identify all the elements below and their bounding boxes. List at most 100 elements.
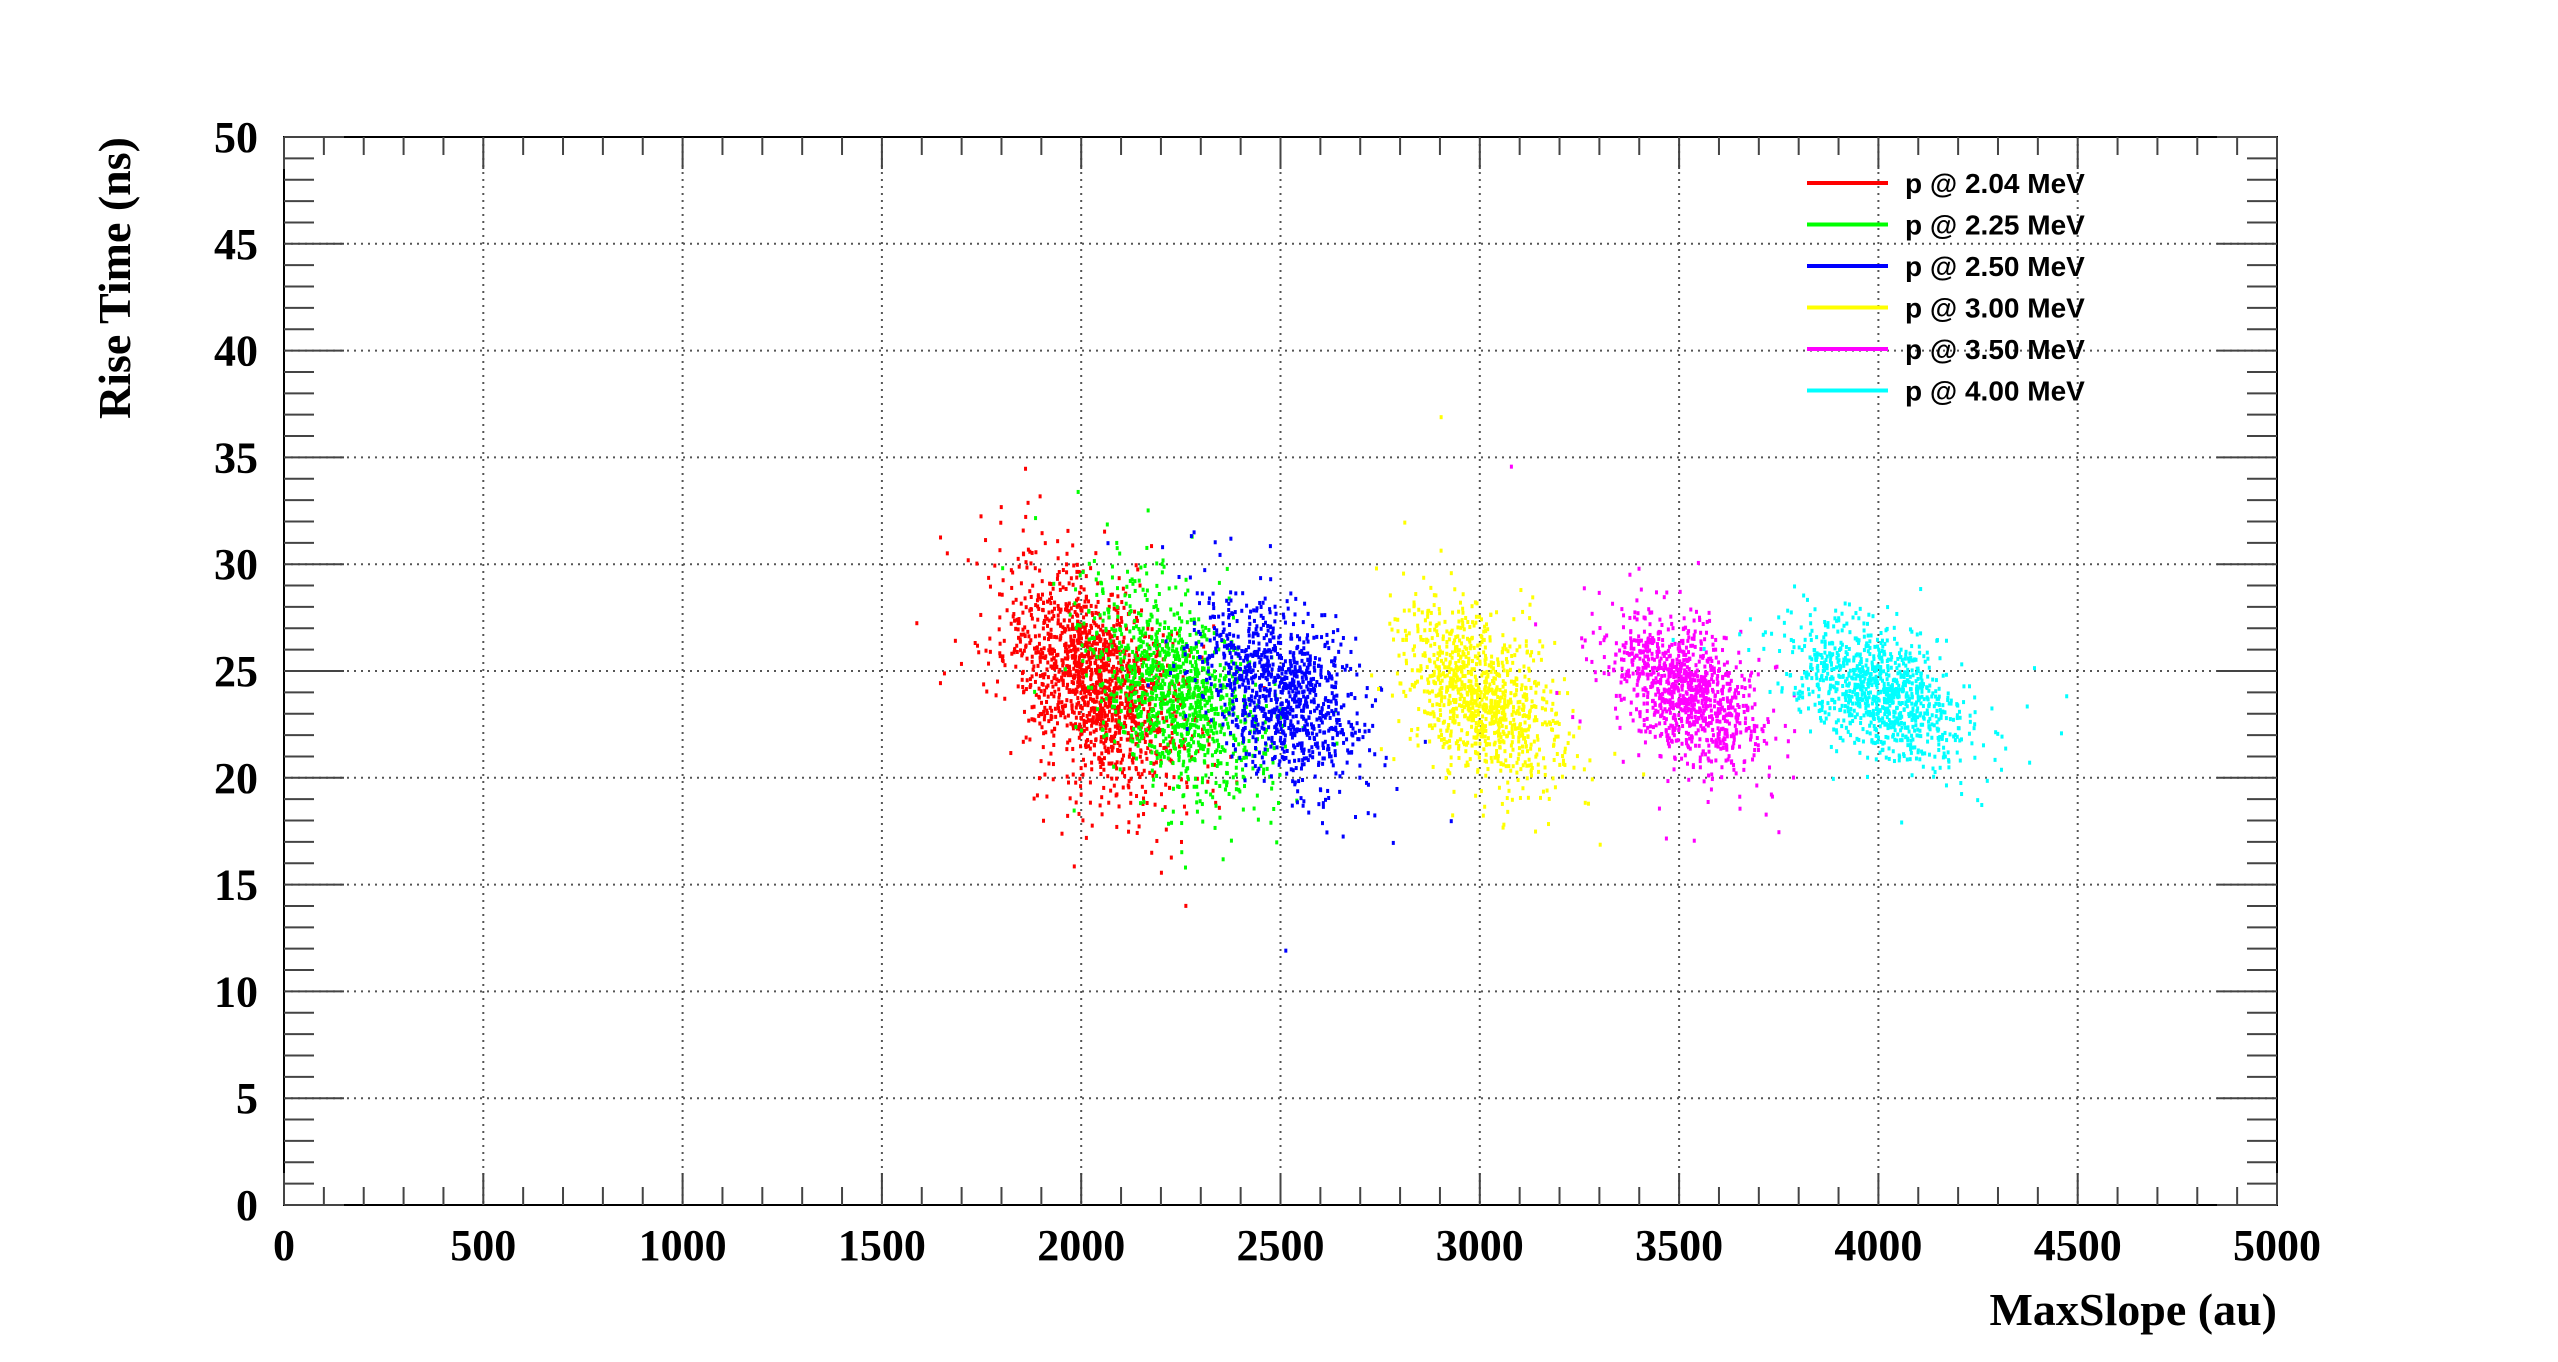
data-point xyxy=(1221,621,1225,626)
data-point xyxy=(1543,707,1547,712)
data-point xyxy=(1322,745,1326,750)
data-point xyxy=(1483,739,1487,744)
data-point xyxy=(1150,614,1154,619)
data-point xyxy=(1311,750,1315,755)
data-point xyxy=(1483,734,1487,739)
data-point xyxy=(1300,741,1304,746)
data-point xyxy=(1100,757,1104,762)
data-point xyxy=(1543,720,1547,725)
data-point xyxy=(1273,619,1277,624)
data-point xyxy=(1059,607,1063,612)
data-point xyxy=(1017,564,1021,569)
data-point xyxy=(1287,759,1291,764)
data-point xyxy=(1194,644,1198,649)
data-point xyxy=(1218,697,1222,702)
data-point xyxy=(1168,740,1172,745)
data-point xyxy=(1034,650,1038,655)
data-point xyxy=(1545,700,1549,705)
data-point xyxy=(1125,673,1129,678)
data-point xyxy=(1257,766,1261,771)
data-point xyxy=(1120,701,1124,706)
data-point xyxy=(1470,672,1474,677)
data-point xyxy=(1165,669,1169,674)
data-point xyxy=(1234,717,1238,722)
data-point xyxy=(1472,713,1476,718)
data-point xyxy=(1448,715,1452,720)
data-point xyxy=(1085,641,1089,646)
data-point xyxy=(1708,698,1712,703)
data-point xyxy=(1029,613,1033,618)
data-point xyxy=(1225,783,1229,788)
data-point xyxy=(1250,719,1254,724)
data-point xyxy=(1501,646,1505,651)
data-point xyxy=(1633,655,1637,660)
data-point xyxy=(1293,693,1297,698)
data-point xyxy=(1275,697,1279,702)
data-point xyxy=(1135,756,1139,761)
data-point xyxy=(1224,717,1228,722)
data-point xyxy=(1033,679,1037,684)
data-point xyxy=(1251,631,1255,636)
data-point xyxy=(1033,689,1037,694)
data-point xyxy=(1246,653,1250,658)
data-point xyxy=(1222,651,1226,656)
data-point xyxy=(1067,664,1071,669)
data-point xyxy=(1217,580,1221,585)
data-point xyxy=(1116,594,1120,599)
data-point xyxy=(1334,707,1338,712)
data-point xyxy=(1514,676,1518,681)
data-point xyxy=(1554,712,1558,717)
data-point xyxy=(1155,755,1159,760)
data-point xyxy=(1448,738,1452,743)
data-point xyxy=(1079,606,1083,611)
data-point xyxy=(1191,717,1195,722)
data-point xyxy=(1172,654,1176,659)
data-point xyxy=(1200,693,1204,698)
data-point xyxy=(1261,622,1265,627)
data-point xyxy=(1571,708,1575,713)
data-point xyxy=(1164,668,1168,673)
data-point xyxy=(1139,801,1143,806)
data-point xyxy=(1292,651,1296,656)
data-point xyxy=(1641,687,1645,692)
data-point xyxy=(1370,673,1374,678)
data-point xyxy=(1291,697,1295,702)
data-point xyxy=(1253,631,1257,636)
data-point xyxy=(1161,732,1165,737)
data-point xyxy=(1259,626,1263,631)
data-point xyxy=(1720,775,1724,780)
data-point xyxy=(1097,677,1101,682)
data-point xyxy=(1331,736,1335,741)
data-point xyxy=(1084,574,1088,579)
data-point xyxy=(1082,604,1086,609)
data-point xyxy=(1063,715,1067,720)
data-point xyxy=(1214,646,1218,651)
data-point xyxy=(1562,761,1566,766)
data-point xyxy=(1271,741,1275,746)
data-point xyxy=(1262,707,1266,712)
data-point xyxy=(1141,587,1145,592)
data-point xyxy=(1182,702,1186,707)
data-point xyxy=(1300,748,1304,753)
data-point xyxy=(1100,714,1104,719)
data-point xyxy=(1251,634,1255,639)
data-point xyxy=(1489,669,1493,674)
data-point xyxy=(1489,700,1493,705)
data-point xyxy=(1303,724,1307,729)
data-point xyxy=(1428,698,1432,703)
data-point xyxy=(1490,759,1494,764)
data-point xyxy=(1281,687,1285,692)
data-point xyxy=(1148,677,1152,682)
data-point xyxy=(1301,727,1305,732)
data-point xyxy=(1115,546,1119,551)
data-point xyxy=(1138,774,1142,779)
data-point xyxy=(1466,763,1470,768)
data-point xyxy=(1519,588,1523,593)
data-point xyxy=(1334,771,1338,776)
data-point xyxy=(1212,636,1216,641)
data-point xyxy=(1429,723,1433,728)
data-point xyxy=(1420,610,1424,615)
data-point xyxy=(1670,670,1674,675)
data-point xyxy=(1071,709,1075,714)
data-point xyxy=(1242,669,1246,674)
